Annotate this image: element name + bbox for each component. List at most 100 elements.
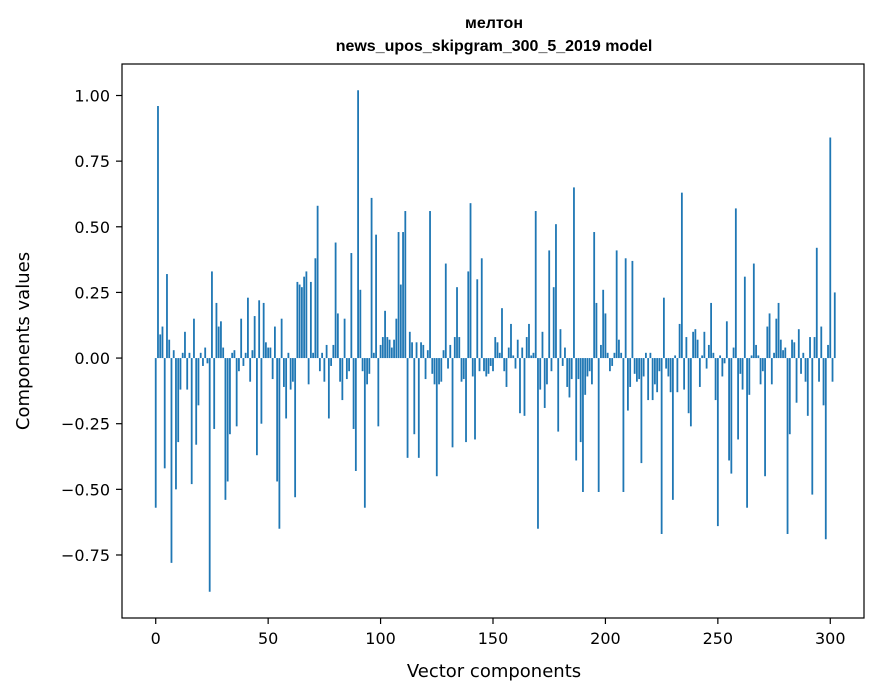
bar-48 (262, 302, 265, 359)
bar-24 (208, 358, 211, 592)
bar-241 (696, 339, 699, 359)
bar-29 (220, 321, 222, 359)
bar-172 (541, 331, 544, 359)
bar-139 (467, 271, 470, 359)
bar-285 (795, 358, 798, 403)
bar-56 (280, 318, 283, 359)
bar-146 (483, 358, 485, 372)
bar-193 (588, 358, 591, 372)
bar-28 (217, 326, 220, 359)
bar-27 (215, 302, 218, 359)
bar-5 (166, 274, 168, 359)
bar-1 (157, 106, 159, 359)
bar-35 (233, 350, 236, 359)
bar-288 (802, 352, 805, 359)
bar-82 (339, 358, 341, 382)
bar-143 (476, 279, 479, 359)
y-tick-label-1: 0.75 (74, 152, 110, 171)
bar-149 (489, 358, 492, 366)
bar-154 (501, 308, 503, 359)
bar-190 (582, 358, 584, 492)
bar-17 (193, 318, 195, 359)
bar-165 (525, 337, 528, 359)
x-axis-label: Vector components (407, 661, 581, 682)
bar-226 (662, 297, 665, 359)
bar-301 (831, 358, 834, 382)
bar-238 (689, 358, 692, 427)
bar-299 (827, 344, 829, 359)
bar-125 (435, 358, 438, 477)
bar-116 (415, 342, 418, 359)
bar-157 (507, 347, 510, 359)
bar-170 (537, 358, 539, 529)
bar-166 (528, 323, 530, 359)
y-tick-label-2: 0.50 (74, 218, 110, 237)
bar-184 (568, 358, 571, 398)
bar-32 (226, 358, 229, 482)
bar-225 (660, 358, 663, 534)
bar-265 (750, 355, 753, 359)
bar-212 (631, 260, 634, 359)
x-axis-ticks: 0 50 100 150 200 250 300 (151, 618, 846, 648)
x-tick-label-0: 0 (151, 629, 161, 648)
bar-138 (465, 358, 467, 443)
bar-135 (458, 337, 461, 359)
bar-112 (406, 358, 409, 458)
bar-16 (190, 358, 193, 485)
bar-183 (566, 358, 569, 387)
bar-297 (822, 358, 825, 406)
bar-246 (707, 344, 710, 359)
bar-233 (678, 323, 681, 359)
bar-26 (213, 358, 216, 429)
bar-131 (449, 344, 452, 359)
bar-242 (698, 358, 701, 387)
bar-40 (244, 352, 247, 359)
bar-46 (258, 300, 261, 359)
bar-254 (725, 321, 728, 359)
bar-194 (591, 358, 593, 385)
bar-181 (561, 358, 564, 366)
bar-128 (442, 350, 445, 359)
bar-121 (426, 350, 429, 359)
bar-73 (318, 358, 321, 372)
bar-58 (285, 358, 288, 419)
y-tick-label-4: 0.00 (74, 349, 110, 368)
bar-140 (469, 203, 472, 359)
bar-159 (512, 355, 515, 359)
bar-103 (386, 337, 389, 359)
chart-title-line1: мелтон (465, 15, 523, 32)
bar-109 (399, 284, 402, 359)
bar-11 (179, 358, 182, 390)
bar-21 (202, 358, 204, 366)
bar-54 (276, 358, 279, 482)
bar-62 (294, 358, 297, 498)
bar-76 (325, 344, 328, 359)
bar-113 (408, 331, 411, 359)
bar-287 (800, 358, 802, 374)
bar-169 (534, 211, 537, 359)
bar-298 (824, 358, 827, 540)
bar-188 (577, 358, 580, 380)
bar-201 (606, 352, 609, 359)
bar-86 (348, 358, 350, 372)
bar-89 (354, 358, 357, 471)
bar-111 (404, 211, 407, 359)
bar-258 (734, 208, 737, 359)
bar-185 (570, 358, 573, 380)
bar-114 (411, 342, 413, 359)
bar-267 (755, 344, 757, 359)
bar-203 (611, 358, 614, 366)
bar-214 (636, 358, 638, 382)
bar-72 (316, 205, 319, 359)
bar-163 (521, 347, 524, 359)
bar-240 (694, 329, 697, 359)
bar-144 (478, 358, 481, 372)
bar-271 (764, 358, 766, 477)
bar-95 (368, 358, 371, 374)
bar-93 (363, 358, 366, 508)
bar-30 (222, 347, 225, 359)
bar-81 (336, 313, 339, 359)
bar-158 (510, 323, 512, 359)
bar-36 (235, 358, 238, 427)
bar-124 (433, 358, 436, 385)
